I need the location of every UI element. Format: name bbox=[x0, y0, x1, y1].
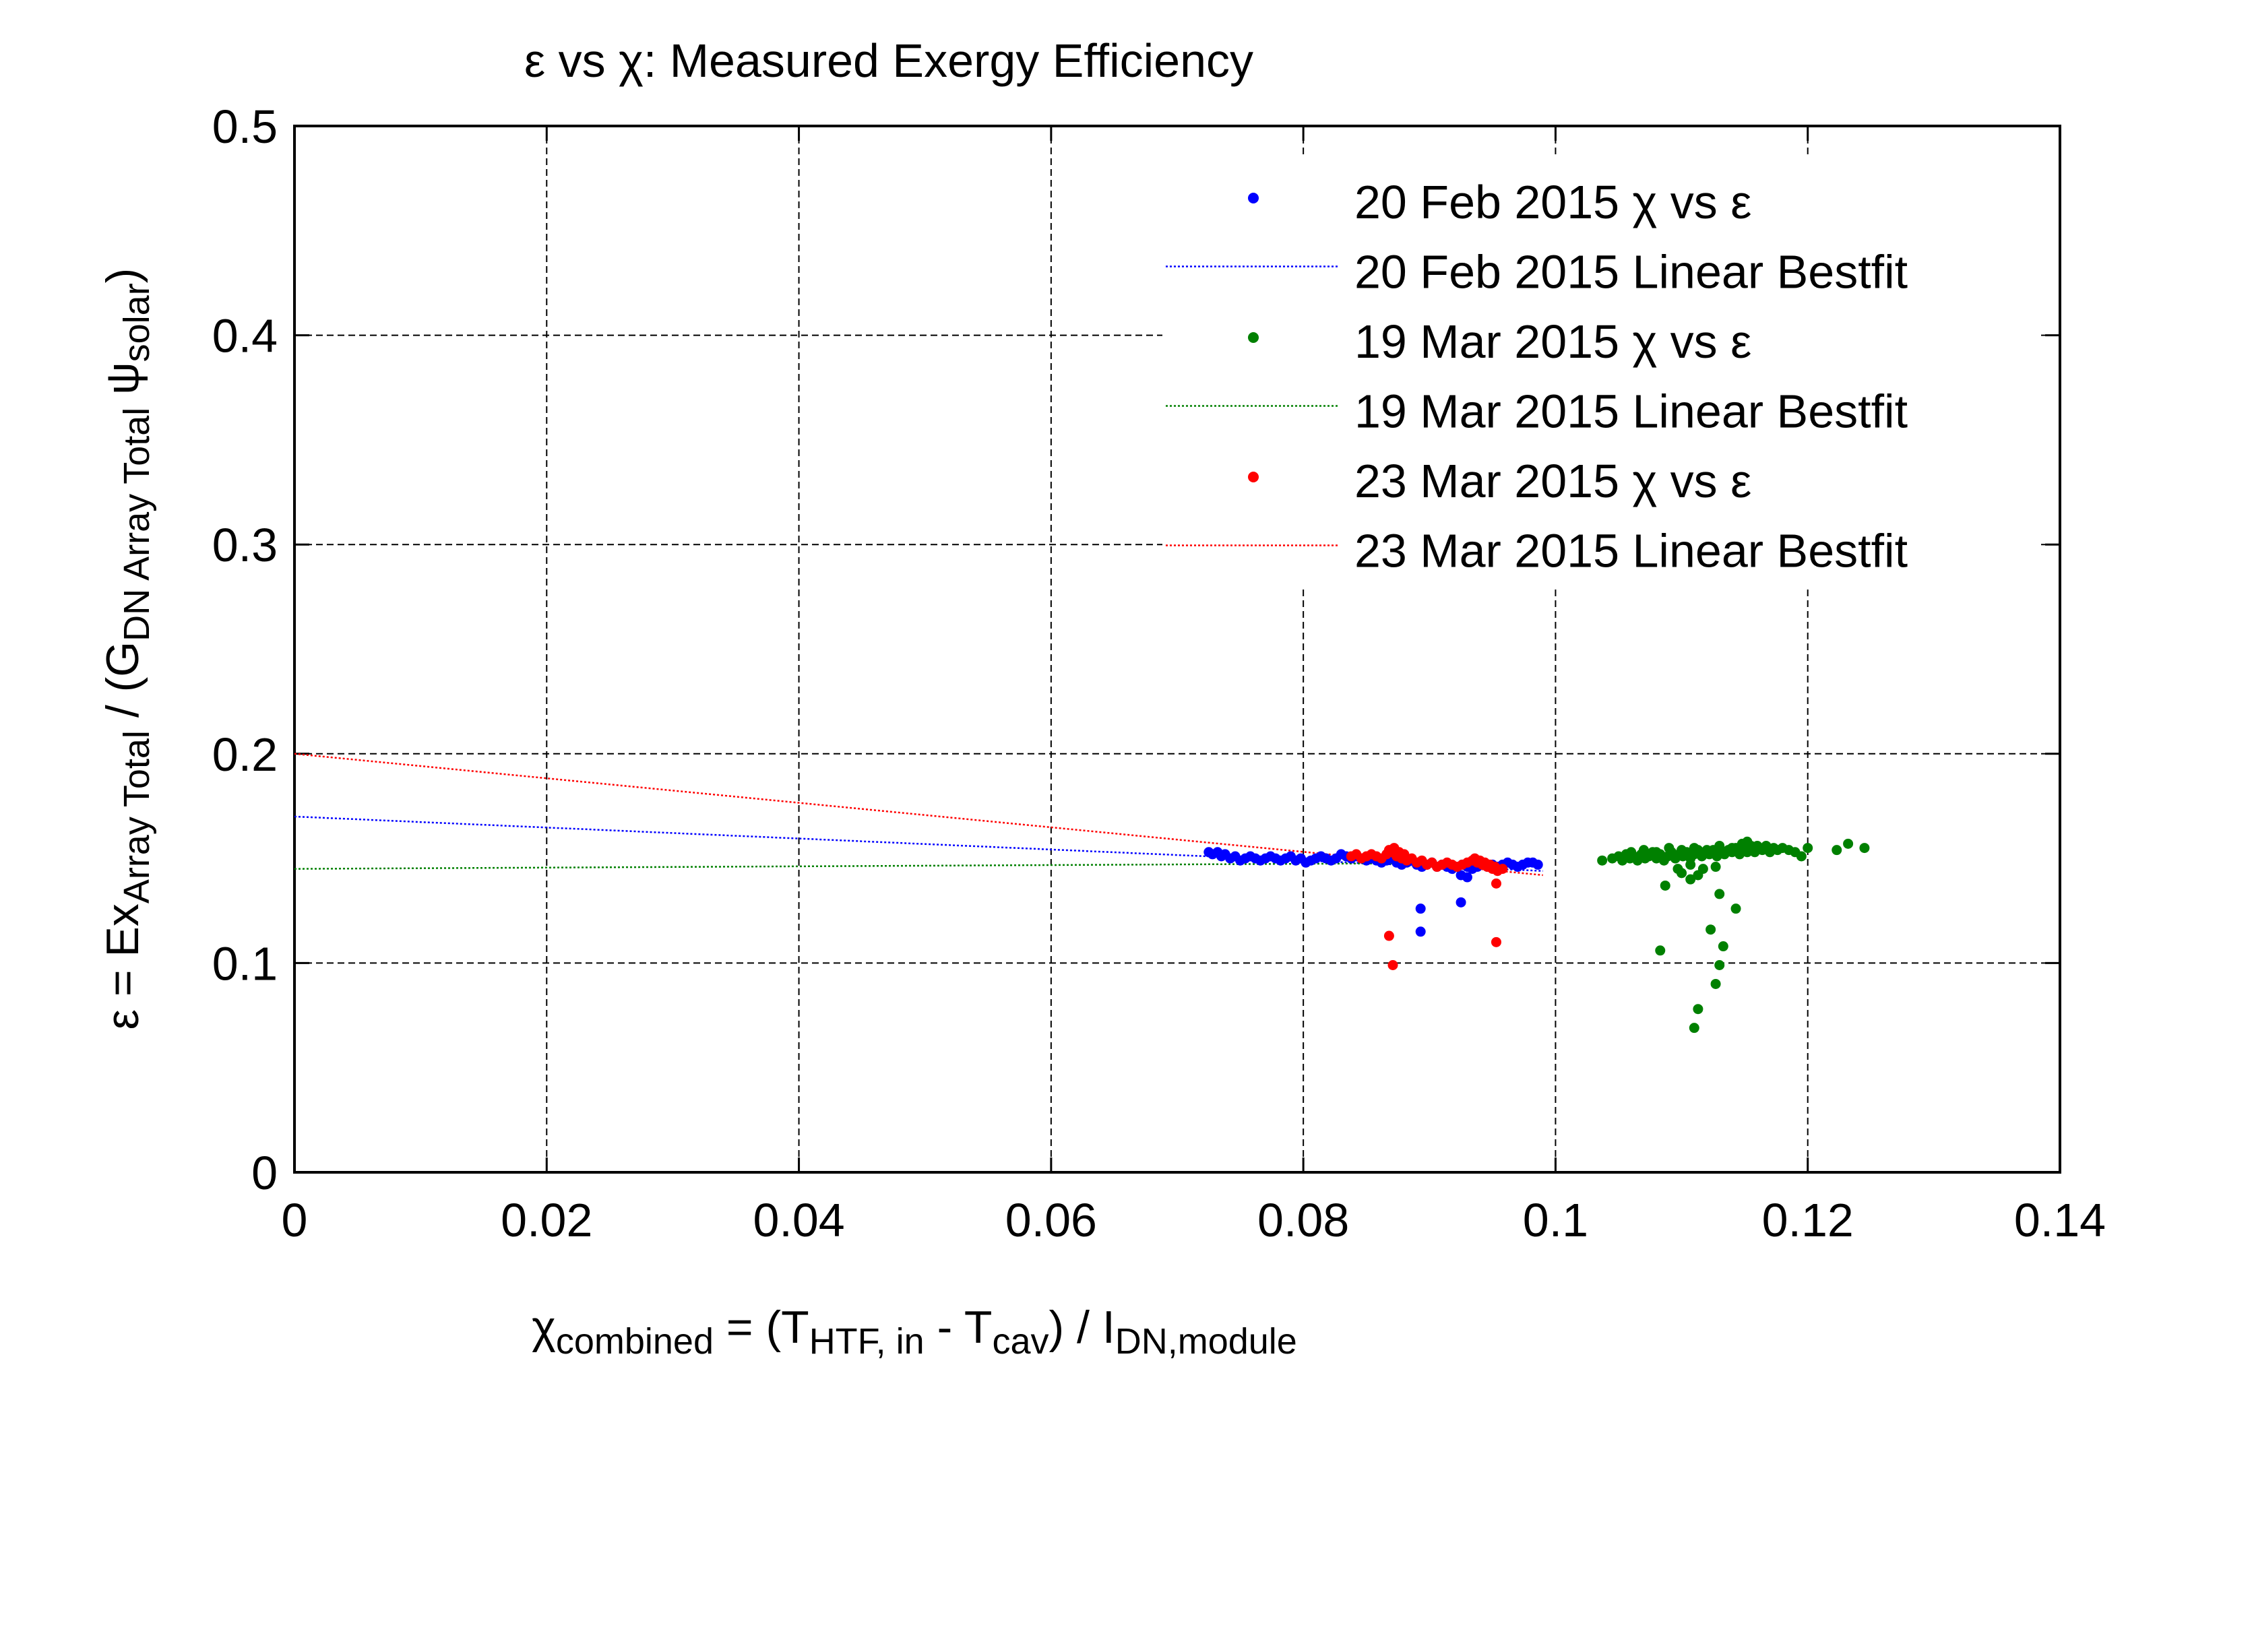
data-point bbox=[1638, 845, 1649, 856]
legend-label: 20 Feb 2015 χ vs ε bbox=[1354, 176, 1751, 228]
data-point bbox=[1532, 859, 1543, 870]
legend-box bbox=[1162, 156, 2038, 587]
legend-marker bbox=[1248, 193, 1259, 203]
data-point bbox=[1490, 862, 1501, 872]
x-tick-label: 0.04 bbox=[753, 1194, 844, 1246]
x-tick-label: 0.12 bbox=[1762, 1194, 1854, 1246]
data-point bbox=[1714, 840, 1725, 851]
data-point bbox=[1718, 941, 1728, 952]
data-point bbox=[1387, 960, 1398, 971]
y-tick-label: 0.3 bbox=[212, 519, 278, 571]
y-tick-label: 0.4 bbox=[212, 310, 278, 362]
data-point bbox=[1714, 960, 1725, 971]
data-point bbox=[1685, 859, 1696, 870]
x-axis-label: χcombined = (THTF, in - Tcav) / IDN,modu… bbox=[532, 1302, 1297, 1362]
data-point bbox=[1701, 845, 1712, 856]
data-point bbox=[1415, 926, 1426, 937]
data-point bbox=[1693, 870, 1703, 881]
data-point bbox=[1664, 843, 1675, 854]
data-points bbox=[1203, 836, 1870, 1034]
data-point bbox=[1710, 978, 1721, 989]
data-point bbox=[1752, 840, 1763, 851]
legend: 20 Feb 2015 χ vs ε 20 Feb 2015 Linear Bes… bbox=[1162, 156, 2038, 587]
data-point bbox=[1843, 838, 1854, 849]
data-point bbox=[1491, 878, 1501, 889]
data-point bbox=[1714, 889, 1725, 899]
axis-ticks bbox=[293, 125, 2061, 1174]
data-point bbox=[1726, 843, 1737, 854]
data-point bbox=[1660, 880, 1670, 891]
data-point bbox=[1456, 897, 1466, 908]
bestfit-line bbox=[294, 753, 1543, 877]
legend-label: 19 Mar 2015 Linear Bestfit bbox=[1354, 385, 1908, 438]
x-tick-label: 0.06 bbox=[1005, 1194, 1097, 1246]
data-point bbox=[1859, 843, 1870, 854]
data-point bbox=[1399, 849, 1410, 860]
data-point bbox=[1832, 845, 1842, 856]
data-point bbox=[1803, 843, 1813, 854]
x-tick-label: 0 bbox=[282, 1194, 308, 1246]
legend-label: 19 Mar 2015 χ vs ε bbox=[1354, 315, 1751, 368]
data-point bbox=[1706, 924, 1716, 935]
data-point bbox=[1497, 864, 1508, 875]
data-point bbox=[1491, 936, 1501, 947]
data-point bbox=[1415, 903, 1426, 914]
data-point bbox=[1689, 843, 1699, 854]
x-tick-label: 0.08 bbox=[1257, 1194, 1349, 1246]
data-point bbox=[1693, 1004, 1703, 1015]
y-tick-label: 0.5 bbox=[212, 100, 278, 153]
legend-label: 20 Feb 2015 Linear Bestfit bbox=[1354, 246, 1908, 298]
data-point bbox=[1689, 1023, 1699, 1034]
data-point bbox=[1737, 838, 1747, 849]
data-point bbox=[1730, 903, 1741, 914]
data-point bbox=[1651, 847, 1662, 858]
data-point bbox=[1626, 847, 1637, 858]
legend-label: 23 Mar 2015 Linear Bestfit bbox=[1354, 525, 1908, 577]
plot-area-frame bbox=[293, 125, 2061, 1174]
y-tick-label: 0 bbox=[251, 1147, 278, 1199]
y-axis-label: ε = ExArray Total / (GDN Array Total ψso… bbox=[97, 268, 157, 1030]
x-tick-label: 0.02 bbox=[501, 1194, 592, 1246]
x-tick-label: 0.1 bbox=[1523, 1194, 1588, 1246]
x-tick-label: 0.14 bbox=[2014, 1194, 2106, 1246]
y-tick-label: 0.2 bbox=[212, 728, 278, 781]
legend-label: 23 Mar 2015 χ vs ε bbox=[1354, 455, 1751, 507]
data-point bbox=[1597, 855, 1608, 866]
x-tick-labels: 0 0.02 0.04 0.06 0.08 0.1 0.12 0.14 bbox=[282, 1194, 2106, 1246]
y-tick-label: 0.1 bbox=[212, 937, 278, 990]
chart-title: ε vs χ: Measured Exergy Efficiency bbox=[524, 34, 1253, 87]
legend-marker bbox=[1248, 472, 1259, 482]
y-tick-labels: 0 0.1 0.2 0.3 0.4 0.5 bbox=[212, 100, 278, 1199]
data-point bbox=[1655, 945, 1666, 956]
data-point bbox=[1796, 851, 1807, 862]
data-point bbox=[1677, 868, 1687, 879]
data-point bbox=[1383, 930, 1394, 941]
data-point bbox=[1462, 872, 1472, 883]
data-point bbox=[1710, 862, 1721, 872]
legend-marker bbox=[1248, 332, 1259, 343]
data-point bbox=[1685, 874, 1696, 885]
data-point bbox=[1677, 845, 1687, 856]
